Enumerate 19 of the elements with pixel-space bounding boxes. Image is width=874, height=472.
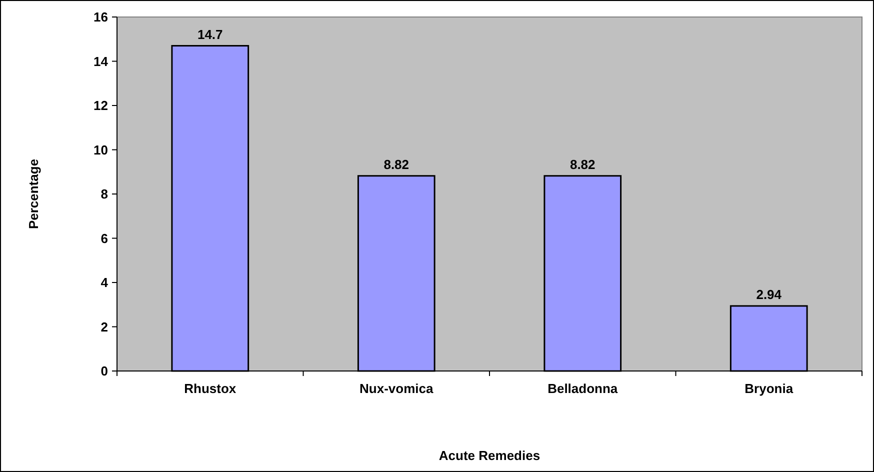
data-label: 8.82 [384, 156, 410, 172]
data-label: 2.94 [756, 286, 782, 302]
y-tick-label: 4 [100, 275, 109, 290]
x-tick-label: Nux-vomica [360, 381, 434, 396]
y-tick-label: 12 [94, 98, 108, 114]
y-tick-label: 2 [100, 319, 108, 334]
data-label: 14.7 [197, 26, 223, 42]
y-tick-label: 14 [94, 54, 109, 69]
x-tick-label: Bryonia [744, 381, 794, 396]
y-tick-label: 16 [94, 10, 108, 25]
y-tick-label: 6 [100, 230, 108, 246]
y-axis-title: Percentage [26, 158, 41, 230]
data-label: 8.82 [570, 156, 596, 172]
x-tick-label: Rhustox [184, 381, 237, 396]
y-tick-label: 8 [100, 186, 108, 202]
y-tick-label: 10 [94, 142, 108, 158]
x-tick-label: Belladonna [548, 381, 618, 396]
x-axis-title: Acute Remedies [438, 448, 540, 463]
y-tick-label: 0 [100, 364, 108, 379]
